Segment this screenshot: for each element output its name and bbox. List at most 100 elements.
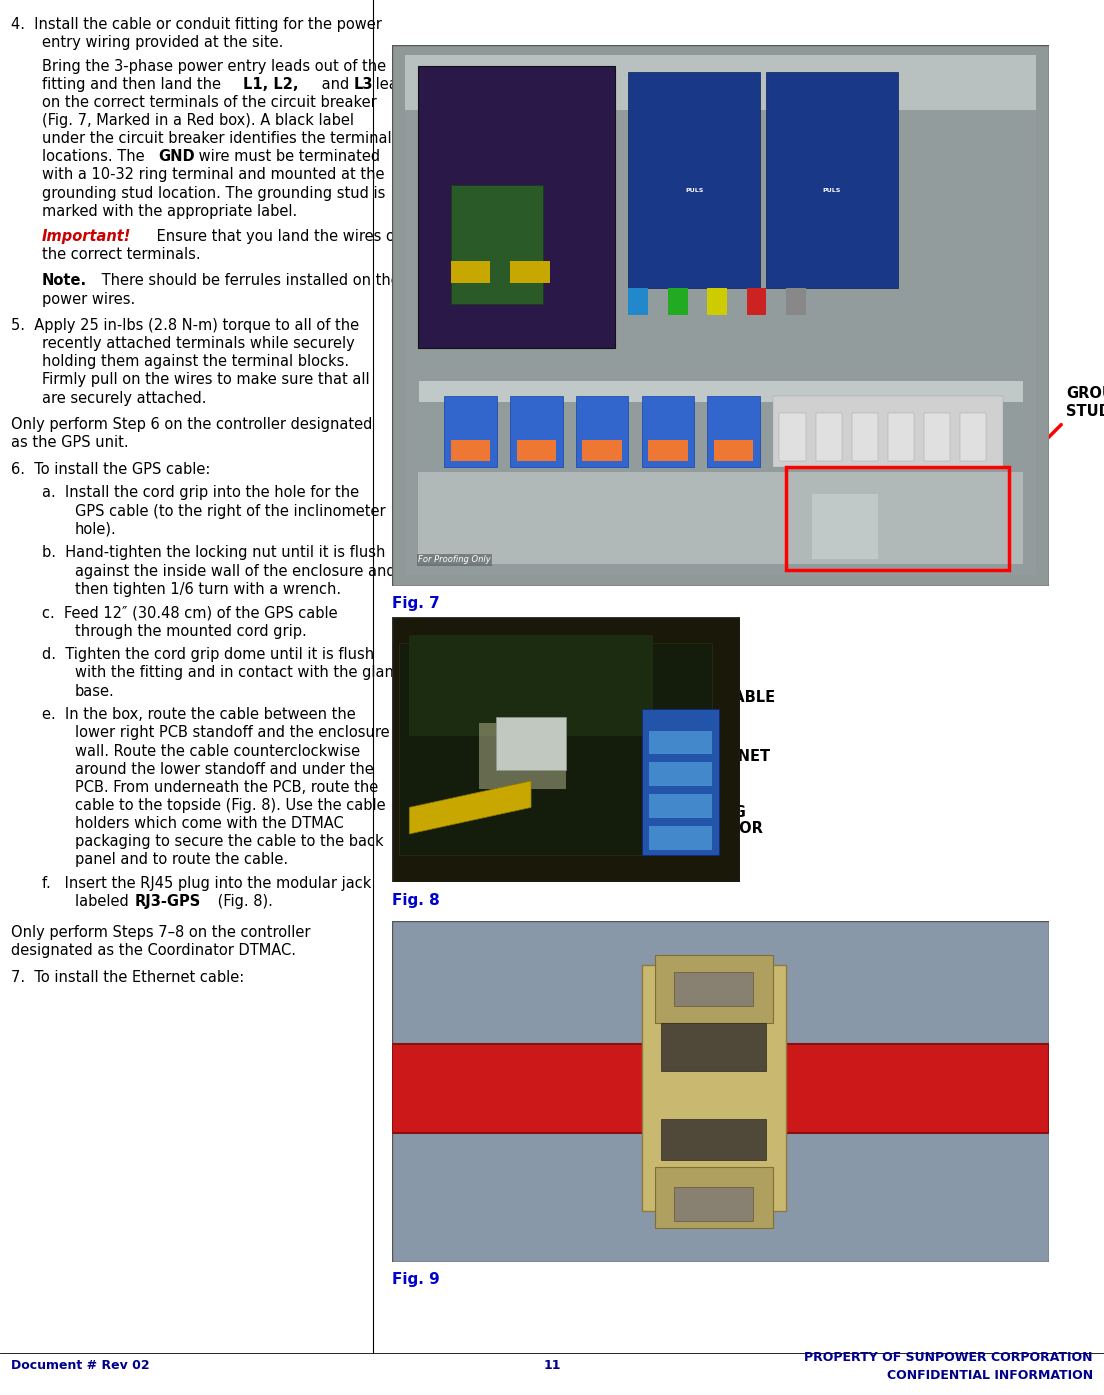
Text: STRING
MONITOR
CABLE: STRING MONITOR CABLE — [684, 805, 763, 852]
Text: PCB. From underneath the PCB, route the: PCB. From underneath the PCB, route the — [75, 780, 379, 795]
Bar — [816, 413, 842, 462]
Text: as the GPS unit.: as the GPS unit. — [11, 435, 129, 451]
Text: GROUNDING
STUD: GROUNDING STUD — [1066, 386, 1104, 418]
Text: Bring the 3-phase power entry leads out of the: Bring the 3-phase power entry leads out … — [42, 59, 386, 74]
Text: Ensure that you land the wires on: Ensure that you land the wires on — [152, 229, 404, 244]
Bar — [813, 494, 878, 559]
Text: fitting and then land the: fitting and then land the — [42, 77, 225, 92]
Bar — [649, 731, 712, 755]
Bar — [655, 1166, 773, 1228]
Text: locations. The: locations. The — [42, 149, 149, 165]
Text: on the correct terminals of the circuit breaker: on the correct terminals of the circuit … — [42, 95, 376, 110]
Text: panel and to route the cable.: panel and to route the cable. — [75, 852, 288, 868]
Bar — [851, 413, 878, 462]
Text: 6.  To install the GPS cable:: 6. To install the GPS cable: — [11, 462, 211, 477]
Text: RJ3-GPS: RJ3-GPS — [135, 894, 201, 910]
Bar — [452, 439, 490, 462]
Bar — [708, 396, 760, 467]
Bar — [766, 71, 898, 289]
Bar — [418, 473, 1022, 564]
Text: Fig. 8: Fig. 8 — [392, 893, 439, 908]
Text: with the fitting and in contact with the gland: with the fitting and in contact with the… — [75, 665, 403, 681]
Bar — [675, 972, 753, 1006]
Bar — [649, 794, 712, 817]
Text: then tighten 1/6 turn with a wrench.: then tighten 1/6 turn with a wrench. — [75, 582, 341, 597]
Text: holders which come with the DTMAC: holders which come with the DTMAC — [75, 816, 343, 831]
Text: 11: 11 — [543, 1359, 561, 1373]
Text: f.   Insert the RJ45 plug into the modular jack: f. Insert the RJ45 plug into the modular… — [42, 876, 371, 891]
Text: GPS cable (to the right of the inclinometer: GPS cable (to the right of the inclinome… — [75, 504, 385, 519]
Text: packaging to secure the cable to the back: packaging to secure the cable to the bac… — [75, 834, 384, 850]
Text: labeled: labeled — [75, 894, 134, 910]
Bar — [655, 956, 773, 1024]
Text: Fig. 9: Fig. 9 — [392, 1272, 439, 1288]
Text: e.  In the box, route the cable between the: e. In the box, route the cable between t… — [42, 707, 355, 723]
Text: a.  Install the cord grip into the hole for the: a. Install the cord grip into the hole f… — [42, 485, 359, 501]
Bar — [648, 439, 688, 462]
Text: designated as the Coordinator DTMAC.: designated as the Coordinator DTMAC. — [11, 943, 296, 958]
Bar — [668, 289, 688, 315]
Text: and: and — [317, 77, 353, 92]
Text: cable to the topside (Fig. 8). Use the cable: cable to the topside (Fig. 8). Use the c… — [75, 798, 385, 813]
Bar — [418, 67, 615, 347]
Text: Important!: Important! — [42, 229, 131, 244]
Text: entry wiring provided at the site.: entry wiring provided at the site. — [42, 35, 284, 50]
Bar — [392, 1043, 1049, 1133]
Text: d.  Tighten the cord grip dome until it is flush: d. Tighten the cord grip dome until it i… — [42, 647, 374, 663]
Text: Note.: Note. — [42, 273, 87, 289]
Bar — [445, 396, 497, 467]
Text: 4.  Install the cable or conduit fitting for the power: 4. Install the cable or conduit fitting … — [11, 17, 382, 32]
Text: lower right PCB standoff and the enclosure: lower right PCB standoff and the enclosu… — [75, 725, 390, 741]
Text: PROPERTY OF SUNPOWER CORPORATION: PROPERTY OF SUNPOWER CORPORATION — [805, 1350, 1093, 1364]
Text: power wires.: power wires. — [42, 292, 135, 307]
Text: under the circuit breaker identifies the terminal: under the circuit breaker identifies the… — [42, 131, 392, 146]
Bar — [708, 289, 726, 315]
Text: CONFIDENTIAL INFORMATION: CONFIDENTIAL INFORMATION — [887, 1368, 1093, 1382]
Bar — [924, 413, 951, 462]
Bar — [510, 261, 550, 283]
Text: Document # Rev 02: Document # Rev 02 — [11, 1359, 150, 1373]
Bar — [583, 439, 622, 462]
Bar — [641, 965, 786, 1211]
Text: (Fig. 7, Marked in a Red box). A black label: (Fig. 7, Marked in a Red box). A black l… — [42, 113, 354, 128]
Text: wire must be terminated: wire must be terminated — [194, 149, 381, 165]
Text: grounding stud location. The grounding stud is: grounding stud location. The grounding s… — [42, 186, 385, 201]
Text: GPS CABLE: GPS CABLE — [684, 691, 776, 704]
Text: GND: GND — [158, 149, 194, 165]
Bar — [773, 396, 1002, 467]
Bar — [496, 717, 565, 770]
Bar — [641, 396, 694, 467]
Text: Only perform Steps 7–8 on the controller: Only perform Steps 7–8 on the controller — [11, 925, 310, 940]
Bar — [452, 261, 490, 283]
Bar — [888, 413, 914, 462]
Text: For Proofing Only: For Proofing Only — [418, 555, 491, 564]
Text: PULS: PULS — [684, 188, 703, 194]
Text: Fig. 7: Fig. 7 — [392, 596, 439, 611]
Bar — [628, 289, 648, 315]
Text: with a 10-32 ring terminal and mounted at the: with a 10-32 ring terminal and mounted a… — [42, 167, 384, 183]
Text: There should be ferrules installed on the: There should be ferrules installed on th… — [97, 273, 400, 289]
Bar — [779, 413, 806, 462]
Bar — [479, 723, 565, 788]
Text: c.  Feed 12″ (30.48 cm) of the GPS cable: c. Feed 12″ (30.48 cm) of the GPS cable — [42, 605, 338, 621]
Bar — [643, 709, 719, 855]
Bar — [786, 289, 806, 315]
Text: marked with the appropriate label.: marked with the appropriate label. — [42, 204, 297, 219]
Text: L3: L3 — [353, 77, 373, 92]
Text: are securely attached.: are securely attached. — [42, 391, 206, 406]
Text: (Fig. 8).: (Fig. 8). — [213, 894, 273, 910]
Bar — [661, 1024, 766, 1071]
Text: L1, L2,: L1, L2, — [243, 77, 298, 92]
Text: wall. Route the cable counterclockwise: wall. Route the cable counterclockwise — [75, 744, 360, 759]
Text: 5.  Apply 25 in-lbs (2.8 N-m) torque to all of the: 5. Apply 25 in-lbs (2.8 N-m) torque to a… — [11, 318, 359, 333]
Text: b.  Hand-tighten the locking nut until it is flush: b. Hand-tighten the locking nut until it… — [42, 545, 385, 561]
Bar — [649, 826, 712, 850]
Bar — [410, 635, 652, 737]
Text: hole).: hole). — [75, 522, 117, 537]
Bar — [675, 1187, 753, 1222]
Polygon shape — [410, 781, 531, 834]
Text: against the inside wall of the enclosure and: against the inside wall of the enclosure… — [75, 564, 395, 579]
Text: Firmly pull on the wires to make sure that all: Firmly pull on the wires to make sure th… — [42, 372, 370, 388]
Bar — [628, 71, 760, 289]
Text: around the lower standoff and under the: around the lower standoff and under the — [75, 762, 374, 777]
